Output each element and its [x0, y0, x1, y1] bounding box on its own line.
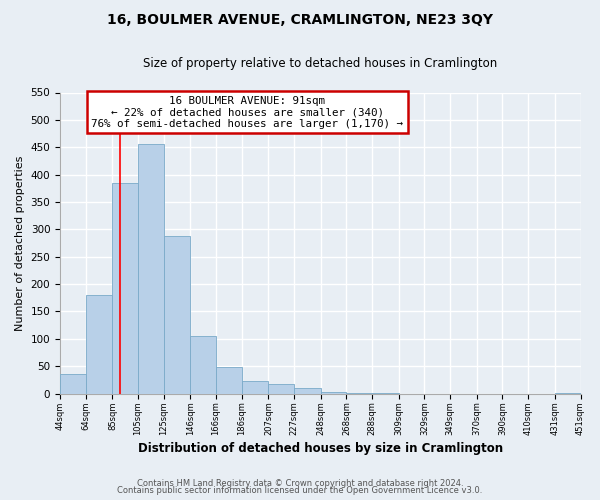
Bar — [86, 295, 112, 394]
Bar — [164, 236, 190, 394]
Bar — [555, 393, 581, 394]
Text: Contains public sector information licensed under the Open Government Licence v3: Contains public sector information licen… — [118, 486, 482, 495]
Bar — [138, 144, 164, 394]
Bar — [242, 381, 268, 394]
Bar — [372, 393, 399, 394]
Text: Contains HM Land Registry data © Crown copyright and database right 2024.: Contains HM Land Registry data © Crown c… — [137, 478, 463, 488]
Bar — [268, 384, 294, 394]
Bar — [190, 336, 216, 394]
Bar — [294, 388, 321, 394]
Bar — [112, 183, 138, 394]
Text: 16, BOULMER AVENUE, CRAMLINGTON, NE23 3QY: 16, BOULMER AVENUE, CRAMLINGTON, NE23 3Q… — [107, 12, 493, 26]
Title: Size of property relative to detached houses in Cramlington: Size of property relative to detached ho… — [143, 58, 497, 70]
X-axis label: Distribution of detached houses by size in Cramlington: Distribution of detached houses by size … — [138, 442, 503, 455]
Bar — [346, 393, 372, 394]
Y-axis label: Number of detached properties: Number of detached properties — [15, 156, 25, 330]
Bar — [216, 368, 242, 394]
Bar — [321, 392, 346, 394]
Bar — [60, 374, 86, 394]
Text: 16 BOULMER AVENUE: 91sqm
← 22% of detached houses are smaller (340)
76% of semi-: 16 BOULMER AVENUE: 91sqm ← 22% of detach… — [91, 96, 403, 128]
